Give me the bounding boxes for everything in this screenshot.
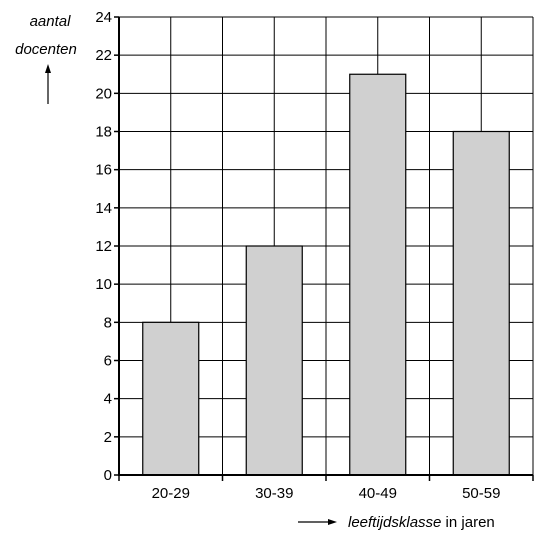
bar — [349, 73, 407, 476]
x-tick-label: 40-49 — [359, 485, 397, 502]
y-tick-label: 22 — [95, 47, 112, 64]
x-axis-label-italic: leeftijdsklasse — [348, 514, 441, 531]
y-tick-label: 2 — [104, 429, 112, 446]
x-axis-arrow — [298, 519, 337, 525]
y-tick-label: 12 — [95, 238, 112, 255]
y-tick-label: 24 — [95, 9, 112, 26]
bars — [142, 73, 510, 476]
x-axis-label-rest: in jaren — [441, 514, 494, 531]
axes — [114, 16, 534, 481]
x-axis-label: leeftijdsklasse in jaren — [348, 514, 495, 531]
y-axis-label-line2: docenten — [15, 41, 77, 58]
y-tick-label: 8 — [104, 314, 112, 331]
bar — [452, 130, 510, 476]
y-tick-label: 6 — [104, 353, 112, 370]
bar — [142, 321, 200, 476]
x-tick-label: 20-29 — [152, 485, 190, 502]
y-tick-label: 16 — [95, 162, 112, 179]
y-axis-label-line1: aantal — [30, 13, 72, 30]
x-tick-label: 50-59 — [462, 485, 500, 502]
y-tick-label: 4 — [104, 391, 112, 408]
y-tick-label: 18 — [95, 124, 112, 141]
y-tick-label: 10 — [95, 276, 112, 293]
y-tick-label: 0 — [104, 467, 112, 484]
x-tick-labels: 20-29 30-39 40-49 50-59 — [152, 485, 501, 502]
bar — [245, 245, 303, 476]
x-tick-label: 30-39 — [255, 485, 293, 502]
y-tick-label: 14 — [95, 200, 112, 217]
y-axis-arrow — [45, 64, 51, 104]
y-tick-label: 20 — [95, 85, 112, 102]
